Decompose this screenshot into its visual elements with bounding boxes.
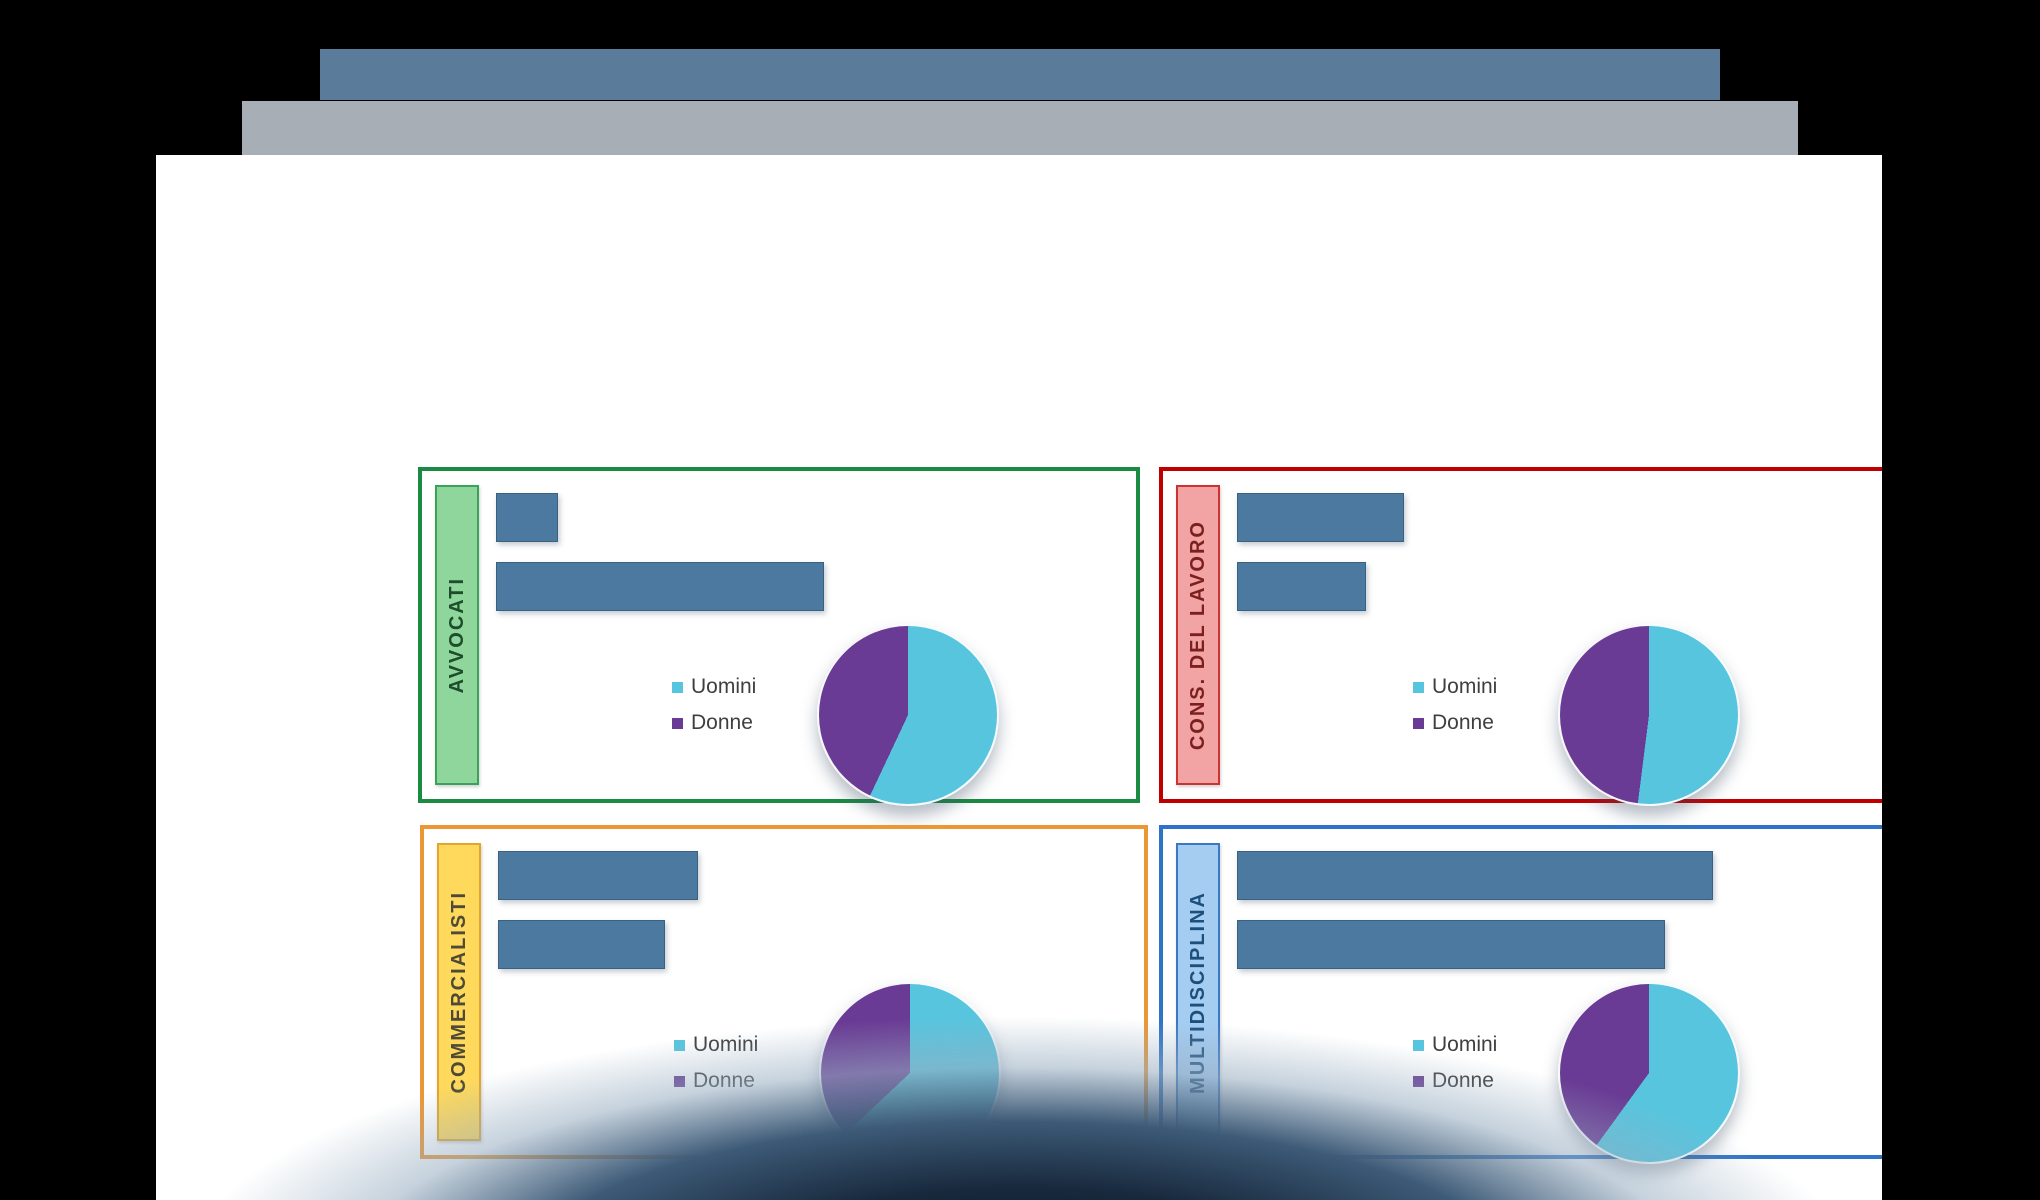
pie-chart-avvocati xyxy=(817,624,999,806)
bar-chart-avvocati xyxy=(496,493,824,611)
bar-bottom xyxy=(1237,920,1665,969)
panel-title-text: COMMERCIALISTI xyxy=(447,890,470,1094)
pie-legend: Uomini Donne xyxy=(1413,675,1497,735)
legend-swatch-uomini xyxy=(674,1039,685,1051)
slide-canvas: AVVOCATI Uomini Donne CONS. DE xyxy=(156,155,1882,1200)
legend-item-donne: Donne xyxy=(1413,1069,1497,1093)
legend-label-donne: Donne xyxy=(1432,711,1494,734)
legend-swatch-donne xyxy=(672,717,683,729)
bar-top xyxy=(498,851,698,900)
panel-title-text: AVVOCATI xyxy=(445,576,468,694)
pie-chart-multidisciplina xyxy=(1558,982,1740,1164)
legend-swatch-uomini xyxy=(1413,1039,1424,1051)
legend-swatch-donne xyxy=(674,1075,685,1087)
panel-avvocati: AVVOCATI Uomini Donne xyxy=(418,467,1140,806)
pie-legend: Uomini Donne xyxy=(1413,1033,1497,1093)
header-accent-bar xyxy=(320,49,1720,100)
legend-swatch-donne xyxy=(1413,1075,1424,1087)
panel-title-box-avvocati: AVVOCATI xyxy=(435,485,479,785)
header-subtitle-bar xyxy=(242,101,1798,155)
bar-top xyxy=(1237,851,1713,900)
panel-title-text: MULTIDISCIPLINA xyxy=(1186,890,1209,1094)
legend-label-uomini: Uomini xyxy=(691,675,757,698)
pie-chart-commercialisti xyxy=(819,982,1001,1164)
legend-item-uomini: Uomini xyxy=(674,1033,758,1057)
bar-chart-commercialisti xyxy=(498,851,698,969)
legend-label-uomini: Uomini xyxy=(1432,1033,1498,1056)
legend-label-donne: Donne xyxy=(693,1069,755,1092)
legend-item-donne: Donne xyxy=(1413,711,1497,735)
legend-item-uomini: Uomini xyxy=(1413,1033,1497,1057)
bar-bottom xyxy=(498,920,665,969)
legend-item-donne: Donne xyxy=(674,1069,758,1093)
panel-title-box-multidisciplina: MULTIDISCIPLINA xyxy=(1176,843,1220,1141)
legend-label-donne: Donne xyxy=(691,711,753,734)
bar-bottom xyxy=(1237,562,1366,611)
bar-top xyxy=(1237,493,1404,542)
panel-commercialisti: COMMERCIALISTI Uomini Donne xyxy=(420,825,1148,1164)
legend-swatch-donne xyxy=(1413,717,1424,729)
legend-label-donne: Donne xyxy=(1432,1069,1494,1092)
legend-item-donne: Donne xyxy=(672,711,756,735)
bar-chart-cons-del-lavoro xyxy=(1237,493,1404,611)
panel-multidisciplina: MULTIDISCIPLINA Uomini Donne xyxy=(1159,825,1882,1164)
panel-title-box-cons-del-lavoro: CONS. DEL LAVORO xyxy=(1176,485,1220,785)
legend-label-uomini: Uomini xyxy=(1432,675,1498,698)
bar-chart-multidisciplina xyxy=(1237,851,1713,969)
pie-legend: Uomini Donne xyxy=(672,675,756,735)
bar-top xyxy=(496,493,558,542)
legend-swatch-uomini xyxy=(672,681,683,693)
legend-swatch-uomini xyxy=(1413,681,1424,693)
legend-label-uomini: Uomini xyxy=(693,1033,759,1056)
bar-bottom xyxy=(496,562,824,611)
legend-item-uomini: Uomini xyxy=(672,675,756,699)
pie-chart-cons-del-lavoro xyxy=(1558,624,1740,806)
legend-item-uomini: Uomini xyxy=(1413,675,1497,699)
panel-title-text: CONS. DEL LAVORO xyxy=(1186,519,1209,751)
pie-legend: Uomini Donne xyxy=(674,1033,758,1093)
panel-title-box-commercialisti: COMMERCIALISTI xyxy=(437,843,481,1141)
panel-cons-del-lavoro: CONS. DEL LAVORO Uomini Donne xyxy=(1159,467,1882,806)
